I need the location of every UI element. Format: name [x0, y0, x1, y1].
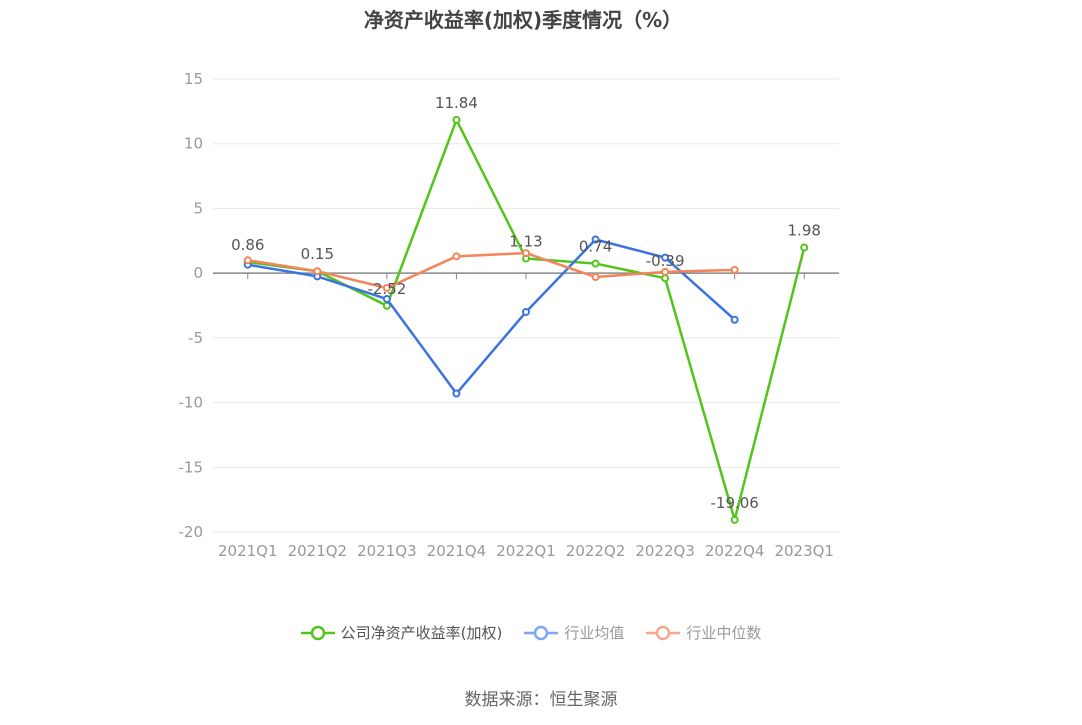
- series-line: [247, 238, 736, 395]
- series-lines: [243, 115, 809, 524]
- data-point[interactable]: [382, 295, 391, 304]
- series-line: [247, 118, 806, 522]
- series-line: [247, 251, 735, 290]
- x-tick-label: 2022Q2: [566, 542, 626, 560]
- data-point[interactable]: [661, 267, 670, 276]
- data-point[interactable]: [661, 274, 670, 283]
- legend-label: 公司净资产收益率(加权): [340, 624, 503, 642]
- data-value-label: 0.86: [231, 236, 264, 254]
- data-point[interactable]: [452, 115, 461, 124]
- x-tick-label: 2022Q3: [635, 542, 695, 560]
- y-tick-label: 5: [193, 199, 203, 217]
- legend: 公司净资产收益率(加权) 行业均值 行业中位数: [0, 622, 1062, 643]
- x-tick-label: 2021Q4: [427, 542, 487, 560]
- data-point[interactable]: [591, 273, 600, 282]
- y-tick-label: 15: [184, 70, 203, 88]
- y-tick-label: 0: [193, 264, 203, 282]
- legend-item-industry-average[interactable]: 行业均值: [524, 622, 624, 643]
- data-point[interactable]: [452, 252, 461, 261]
- data-source: 数据来源：恒生聚源: [464, 690, 618, 710]
- legend-label: 行业均值: [564, 624, 625, 642]
- legend-line-circle-icon: [524, 625, 559, 640]
- data-point[interactable]: [243, 256, 252, 265]
- data-value-label: -19.06: [710, 494, 758, 512]
- data-value-label: 0.15: [301, 245, 334, 263]
- legend-item-company-roe[interactable]: 公司净资产收益率(加权): [300, 622, 503, 643]
- legend-label: 行业中位数: [686, 624, 762, 642]
- gridlines: [213, 78, 839, 533]
- data-point[interactable]: [591, 235, 600, 244]
- data-value-label: -0.39: [646, 252, 685, 270]
- legend-line-circle-icon: [300, 625, 335, 640]
- data-point[interactable]: [522, 307, 530, 316]
- data-point[interactable]: [591, 259, 600, 268]
- data-point[interactable]: [730, 515, 739, 524]
- x-tick-label: 2022Q4: [705, 542, 765, 560]
- y-tick-label: -20: [179, 523, 204, 541]
- x-axis: 2021Q1 2021Q2 2021Q3 2021Q4 2022Q1 2022Q2 2022…: [213, 272, 839, 560]
- data-value-label: 1.13: [509, 233, 542, 251]
- y-tick-label: -10: [179, 394, 204, 412]
- data-value-label: 1.98: [788, 222, 821, 240]
- y-axis: 15 10 5 0 -5 -10 -15 -20: [179, 70, 204, 541]
- data-value-label: 0.74: [579, 238, 612, 256]
- y-tick-label: 10: [184, 135, 203, 153]
- y-tick-label: -5: [188, 329, 203, 347]
- legend-line-circle-icon: [646, 625, 681, 640]
- data-point[interactable]: [730, 265, 739, 274]
- y-tick-label: -15: [179, 458, 204, 476]
- data-labels: 0.86 0.15 -2.52 11.84 1.13 0.74 -0.39 -19.06 1.9…: [231, 94, 821, 512]
- data-value-label: 11.84: [435, 94, 478, 112]
- data-point[interactable]: [730, 315, 739, 324]
- data-point[interactable]: [800, 243, 809, 252]
- data-point[interactable]: [452, 389, 461, 398]
- x-tick-label: 2023Q1: [774, 542, 834, 560]
- data-value-label: -2.52: [367, 280, 406, 298]
- x-tick-label: 2021Q3: [357, 542, 417, 560]
- x-tick-label: 2021Q2: [288, 542, 348, 560]
- x-tick-label: 2022Q1: [496, 542, 556, 560]
- data-point[interactable]: [382, 284, 391, 293]
- data-point[interactable]: [661, 253, 670, 262]
- legend-item-industry-median[interactable]: 行业中位数: [646, 622, 761, 643]
- x-tick-label: 2021Q1: [218, 542, 278, 560]
- chart-title: 净资产收益率(加权)季度情况（%）: [363, 8, 683, 32]
- data-point[interactable]: [522, 249, 530, 258]
- data-point[interactable]: [313, 267, 322, 276]
